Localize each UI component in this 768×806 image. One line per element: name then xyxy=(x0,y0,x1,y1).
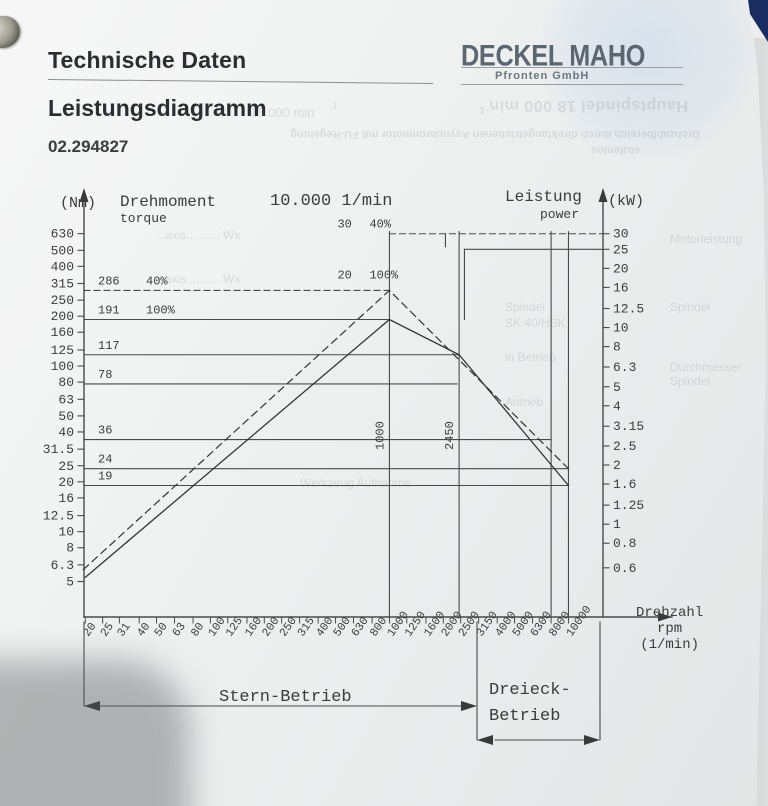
svg-text:30: 30 xyxy=(337,218,351,232)
svg-text:30: 30 xyxy=(613,227,629,242)
svg-text:191: 191 xyxy=(98,303,120,317)
svg-text:8: 8 xyxy=(613,340,621,355)
svg-text:8: 8 xyxy=(66,541,74,556)
svg-text:160: 160 xyxy=(243,615,266,639)
svg-text:100: 100 xyxy=(51,359,74,374)
svg-text:286: 286 xyxy=(98,274,120,288)
svg-text:160: 160 xyxy=(51,325,74,340)
svg-text:315: 315 xyxy=(51,277,74,292)
svg-text:1000: 1000 xyxy=(373,421,387,450)
svg-text:40: 40 xyxy=(135,620,154,639)
svg-text:50: 50 xyxy=(152,620,171,639)
svg-text:63: 63 xyxy=(58,392,74,407)
svg-text:6.3: 6.3 xyxy=(51,558,74,573)
svg-text:25: 25 xyxy=(613,242,629,257)
svg-text:12.5: 12.5 xyxy=(43,509,74,524)
svg-text:800: 800 xyxy=(368,615,391,639)
svg-text:250: 250 xyxy=(51,293,74,308)
svg-text:31: 31 xyxy=(115,620,134,639)
svg-text:6.3: 6.3 xyxy=(613,360,636,375)
svg-text:630: 630 xyxy=(349,615,372,639)
svg-text:20: 20 xyxy=(613,261,629,276)
svg-text:50: 50 xyxy=(58,409,74,424)
svg-text:63: 63 xyxy=(170,620,189,639)
svg-text:78: 78 xyxy=(98,368,112,382)
svg-text:250: 250 xyxy=(277,615,300,639)
svg-text:117: 117 xyxy=(98,339,120,353)
svg-text:5: 5 xyxy=(613,380,621,395)
svg-text:19: 19 xyxy=(98,469,112,483)
svg-text:0.8: 0.8 xyxy=(613,536,636,551)
svg-text:125: 125 xyxy=(51,343,74,358)
svg-text:36: 36 xyxy=(98,424,112,438)
svg-text:80: 80 xyxy=(189,620,208,639)
svg-text:12.5: 12.5 xyxy=(613,302,644,317)
svg-text:25: 25 xyxy=(98,620,117,639)
svg-text:125: 125 xyxy=(223,615,246,639)
svg-text:1.25: 1.25 xyxy=(613,498,644,513)
svg-text:0.6: 0.6 xyxy=(613,561,636,576)
svg-text:24: 24 xyxy=(98,453,112,467)
svg-text:4: 4 xyxy=(613,399,621,414)
svg-text:10: 10 xyxy=(613,321,629,336)
svg-text:1: 1 xyxy=(613,517,621,532)
svg-text:20: 20 xyxy=(58,475,74,490)
svg-text:2.5: 2.5 xyxy=(613,439,636,454)
svg-text:80: 80 xyxy=(58,375,74,390)
svg-text:1.6: 1.6 xyxy=(613,477,636,492)
svg-text:40%: 40% xyxy=(146,274,168,288)
svg-text:630: 630 xyxy=(51,227,74,242)
svg-text:400: 400 xyxy=(314,615,337,639)
svg-text:25: 25 xyxy=(58,459,74,474)
svg-text:315: 315 xyxy=(295,615,318,639)
svg-text:200: 200 xyxy=(51,309,74,324)
svg-text:200: 200 xyxy=(260,615,283,639)
svg-text:500: 500 xyxy=(51,243,74,258)
svg-text:10: 10 xyxy=(58,525,74,540)
svg-text:100: 100 xyxy=(206,615,229,639)
svg-text:16: 16 xyxy=(613,280,629,295)
svg-text:31.5: 31.5 xyxy=(43,442,74,457)
svg-text:3.15: 3.15 xyxy=(613,419,644,434)
svg-text:100%: 100% xyxy=(369,268,399,282)
svg-text:40: 40 xyxy=(58,425,74,440)
svg-text:2450: 2450 xyxy=(443,421,457,450)
svg-text:16: 16 xyxy=(58,491,74,506)
svg-text:5: 5 xyxy=(66,575,74,590)
svg-text:40%: 40% xyxy=(369,218,391,232)
svg-text:500: 500 xyxy=(331,615,354,639)
svg-text:400: 400 xyxy=(51,259,74,274)
svg-text:100%: 100% xyxy=(146,303,176,317)
svg-text:20: 20 xyxy=(337,268,351,282)
svg-text:2: 2 xyxy=(613,458,621,473)
